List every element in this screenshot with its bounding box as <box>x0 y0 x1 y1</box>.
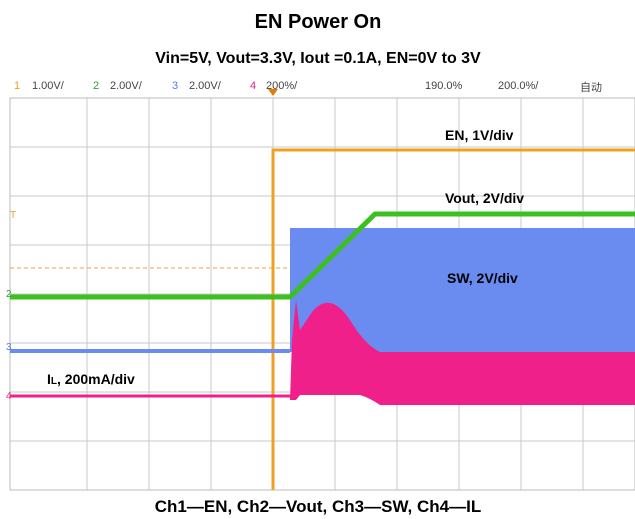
ch-scale: 1.00V/ <box>32 80 65 92</box>
vout-trace <box>10 211 635 300</box>
ch-scale: 2.00V/ <box>110 80 143 92</box>
timebase: 200.0%/ <box>498 80 539 92</box>
il-sub: L <box>51 376 57 387</box>
caption: Ch1—EN, Ch2—Vout, Ch3—SW, Ch4—IL <box>155 497 481 516</box>
title: EN Power On <box>255 11 382 33</box>
en-label: EN, 1V/div <box>445 127 514 143</box>
ch-marker: 3 <box>6 342 12 353</box>
mode: 自动 <box>580 81 602 94</box>
delay: 190.0% <box>425 80 463 92</box>
ch-label: 1 <box>14 80 20 92</box>
il-trace <box>290 300 635 405</box>
ch-label: 3 <box>172 80 178 92</box>
ch-label: 2 <box>93 80 99 92</box>
il-main: I <box>47 371 51 387</box>
ch-marker: 2 <box>6 289 12 300</box>
il-label: IL, 200mA/div <box>47 371 135 387</box>
trigger-marker: T <box>10 210 16 221</box>
trigger-pos <box>268 89 278 96</box>
il-rest: , 200mA/div <box>57 371 135 387</box>
ch-marker: 4 <box>6 391 12 402</box>
header-bar: 1 1.00V/ 2 2.00V/ 3 2.00V/ 4 200%/ 190.0… <box>14 80 602 96</box>
ch-label: 4 <box>250 80 256 92</box>
sw-trace <box>290 228 635 352</box>
ch-scale: 2.00V/ <box>189 80 222 92</box>
subtitle: Vin=5V, Vout=3.3V, Iout =0.1A, EN=0V to … <box>155 50 481 67</box>
sw-label: SW, 2V/div <box>447 270 518 286</box>
vout-label: Vout, 2V/div <box>445 190 524 206</box>
en-trace <box>271 148 635 490</box>
